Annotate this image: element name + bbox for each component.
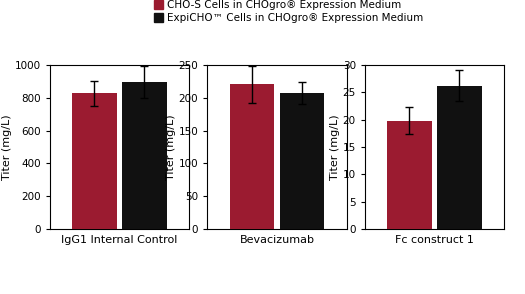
Y-axis label: Titer (mg/L): Titer (mg/L) [2,114,12,180]
Bar [387,121,432,229]
X-axis label: IgG1 Internal Control: IgG1 Internal Control [61,235,177,245]
Y-axis label: Titer (mg/L): Titer (mg/L) [330,114,340,180]
Legend: CHO-S Cells in CHOgro® Expression Medium, ExpiCHO™ Cells in CHOgro® Expression M: CHO-S Cells in CHOgro® Expression Medium… [153,0,425,24]
Bar [229,84,274,229]
Bar [72,93,117,229]
Y-axis label: Titer (mg/L): Titer (mg/L) [166,114,176,180]
Bar [437,86,482,229]
X-axis label: Fc construct 1: Fc construct 1 [395,235,474,245]
Bar [280,93,324,229]
Bar [122,82,167,229]
X-axis label: Bevacizumab: Bevacizumab [239,235,314,245]
